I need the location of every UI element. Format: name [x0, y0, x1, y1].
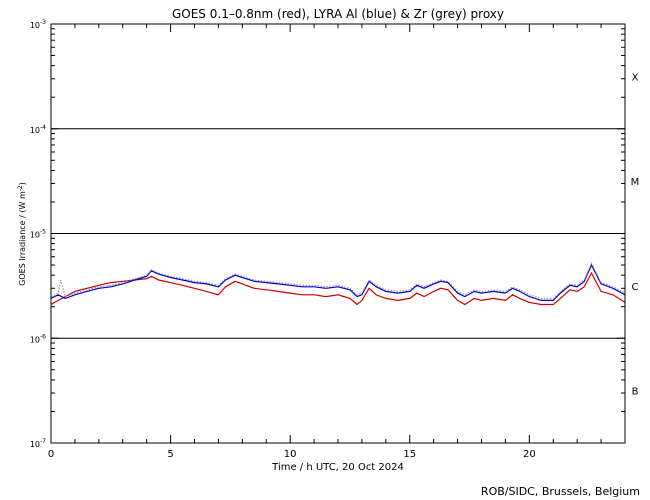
- x-tick-label-1: 5: [167, 449, 173, 460]
- x-axis-ticks: 0 5 10 15 20: [48, 24, 626, 460]
- x-tick-label-0: 0: [48, 449, 54, 460]
- series-line-2: [50, 262, 626, 299]
- y-axis-label-end: ): [18, 182, 27, 185]
- flare-class-lines: [51, 128, 625, 339]
- y-axis-label: GOES Irradiance / (W m-2): [17, 182, 27, 286]
- y-axis-ticks: 10-3 10-4 10-5 10-6 10-7: [30, 19, 625, 449]
- y-tick-label-0: 10-3: [30, 19, 46, 30]
- x-axis-label: Time / h UTC, 20 Oct 2024: [271, 462, 404, 473]
- y-axis-label-main: GOES Irradiance / (W m: [18, 191, 27, 286]
- chart-title: GOES 0.1–0.8nm (red), LYRA Al (blue) & Z…: [172, 7, 504, 21]
- y-tick-label-3: 10-6: [30, 333, 46, 344]
- class-label-b: B: [632, 387, 639, 398]
- x-tick-label-4: 20: [523, 449, 536, 460]
- class-label-c: C: [632, 282, 639, 293]
- series-line-1: [50, 263, 626, 301]
- y-tick-label-2: 10-5: [30, 229, 46, 240]
- y-tick-label-4: 10-7: [30, 438, 46, 449]
- series-layer: [50, 262, 626, 306]
- y-tick-label-1: 10-4: [30, 124, 46, 135]
- y-axis-label-sup: -2: [17, 185, 24, 191]
- footer-credit: ROB/SIDC, Brussels, Belgium: [481, 485, 640, 498]
- x-tick-label-3: 15: [403, 449, 416, 460]
- flare-class-labels: X M C B: [631, 72, 640, 397]
- class-label-m: M: [631, 177, 640, 188]
- class-label-x: X: [632, 72, 639, 83]
- series-line-0: [50, 271, 626, 306]
- x-tick-label-2: 10: [284, 449, 297, 460]
